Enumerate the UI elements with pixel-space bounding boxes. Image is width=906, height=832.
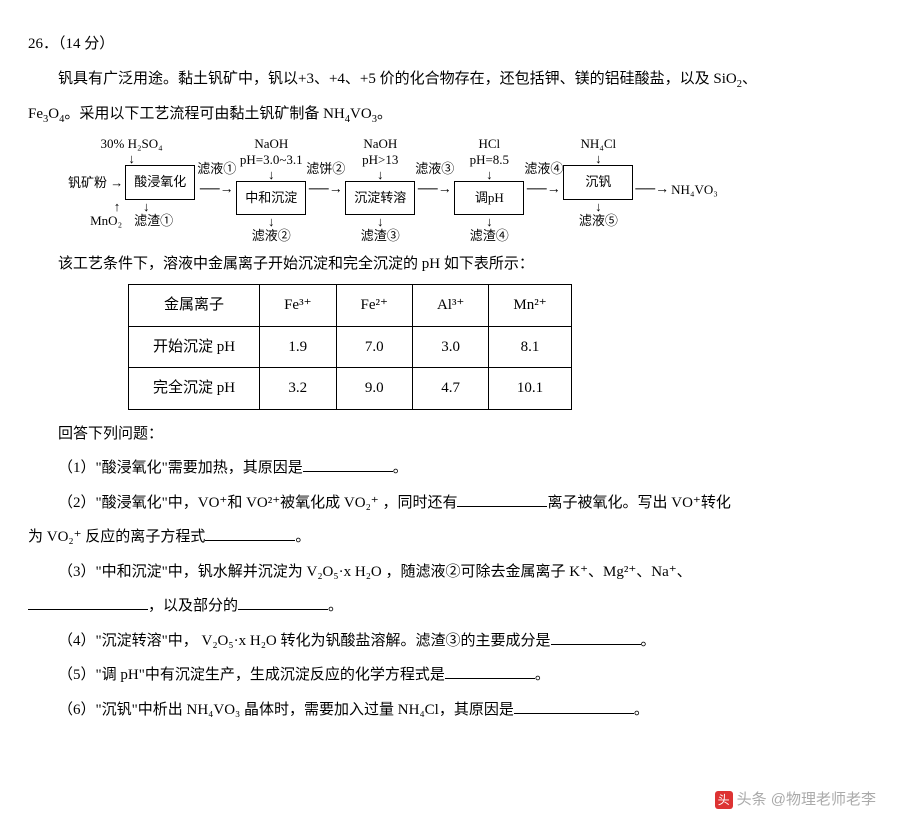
input-ph-2: pH>13	[362, 152, 398, 168]
input-hcl: HCl	[478, 136, 500, 152]
questions-intro: 回答下列问题：	[28, 420, 878, 449]
input-nh4cl: NH₄Cl	[581, 136, 617, 152]
table-row: 开始沉淀 pH 1.9 7.0 3.0 8.1	[129, 326, 572, 368]
input-ph-1: pH=3.0~3.1	[240, 152, 303, 168]
question-4: （4）"沉淀转溶"中， V₂O₅·x H₂O 转化为钒酸盐溶解。滤渣③的主要成分…	[28, 627, 878, 656]
answer-blank	[205, 525, 295, 541]
arrow-right-icon: ──→	[416, 177, 454, 204]
answer-blank	[28, 594, 148, 610]
question-2-line1: （2）"酸浸氧化"中，VO⁺和 VO²⁺被氧化成 VO₂⁺ ，同时还有离子被氧化…	[28, 489, 878, 518]
filtrate-5: 滤液⑤	[579, 213, 618, 229]
input-ph-3: pH=8.5	[470, 152, 509, 168]
ph-table: 金属离子 Fe³⁺ Fe²⁺ Al³⁺ Mn²⁺ 开始沉淀 pH 1.9 7.0…	[128, 284, 572, 410]
table-header: Mn²⁺	[489, 285, 571, 327]
table-header: Fe²⁺	[336, 285, 412, 327]
step-box-2: 中和沉淀	[236, 181, 306, 216]
question-5: （5）"调 pH"中有沉淀生产，生成沉淀反应的化学方程式是。	[28, 661, 878, 690]
residue-4: 滤渣④	[470, 228, 509, 244]
step-box-3: 沉淀转溶	[345, 181, 415, 216]
intro-text-1: 钒具有广泛用途。黏土钒矿中，钒以+3、+4、+5 价的化合物存在，还包括钾、镁的…	[58, 71, 737, 87]
step-box-4: 调pH	[454, 181, 524, 216]
question-3-line1: （3）"中和沉淀"中，钒水解并沉淀为 V₂O₅·x H₂O ，随滤液②可除去金属…	[28, 558, 878, 587]
table-header: Al³⁺	[412, 285, 488, 327]
watermark-icon: 头	[715, 791, 733, 809]
answer-blank	[514, 698, 634, 714]
residue-3: 滤渣③	[361, 228, 400, 244]
table-header: Fe³⁺	[260, 285, 336, 327]
question-number: 26．（14 分）	[28, 30, 878, 59]
arrow-up-icon: ↑ ↓	[114, 200, 150, 213]
watermark: 头头条 @物理老师老李	[715, 786, 876, 815]
table-intro: 该工艺条件下，溶液中金属离子开始沉淀和完全沉淀的 pH 如下表所示：	[28, 250, 878, 279]
process-flowchart: 30% H₂SO₄ ↓ 钒矿粉 → 酸浸氧化 ↑ ↓ MnO₂ 滤渣① 滤液① …	[68, 136, 878, 243]
input-ore: 钒矿粉 →	[68, 175, 123, 191]
step-box-5: 沉钒	[563, 165, 633, 200]
input-h2so4: 30% H₂SO₄	[101, 136, 163, 152]
question-6: （6）"沉钒"中析出 NH₄VO₃ 晶体时，需要加入过量 NH₄Cl，其原因是。	[28, 696, 878, 725]
input-naoh-2: NaOH	[363, 136, 397, 152]
step-box-1: 酸浸氧化	[125, 165, 195, 200]
arrow-down-icon: ↓	[128, 152, 135, 165]
question-3-line2: ，以及部分的。	[28, 592, 878, 621]
residue-1: 滤渣①	[134, 213, 173, 229]
filtrate-2: 滤液②	[252, 228, 291, 244]
input-mno2: MnO₂	[90, 213, 122, 229]
intro-line2: Fe3O4。采用以下工艺流程可由黏土钒矿制备 NH4VO3。	[28, 100, 878, 130]
arrow-label-filtrate4: 滤液④	[524, 161, 563, 177]
answer-blank	[551, 629, 641, 645]
arrow-label-cake2: 滤饼②	[306, 161, 345, 177]
answer-blank	[238, 594, 328, 610]
table-header: 金属离子	[129, 285, 260, 327]
output-product: NH₄VO₃	[671, 182, 718, 198]
arrow-right-icon: ──→	[525, 177, 563, 204]
answer-blank	[303, 456, 393, 472]
arrow-right-icon: ──→	[633, 177, 671, 204]
question-1: （1）"酸浸氧化"需要加热，其原因是。	[28, 454, 878, 483]
answer-blank	[445, 663, 535, 679]
arrow-label-filtrate1: 滤液①	[197, 161, 236, 177]
arrow-right-icon: ──→	[198, 177, 236, 204]
arrow-label-filtrate3: 滤液③	[415, 161, 454, 177]
answer-blank	[457, 491, 547, 507]
arrow-right-icon: ──→	[307, 177, 345, 204]
question-2-line2: 为 VO₂⁺ 反应的离子方程式。	[28, 523, 878, 552]
intro-paragraph: 钒具有广泛用途。黏土钒矿中，钒以+3、+4、+5 价的化合物存在，还包括钾、镁的…	[28, 65, 878, 95]
table-row: 完全沉淀 pH 3.2 9.0 4.7 10.1	[129, 368, 572, 410]
input-naoh-1: NaOH	[254, 136, 288, 152]
